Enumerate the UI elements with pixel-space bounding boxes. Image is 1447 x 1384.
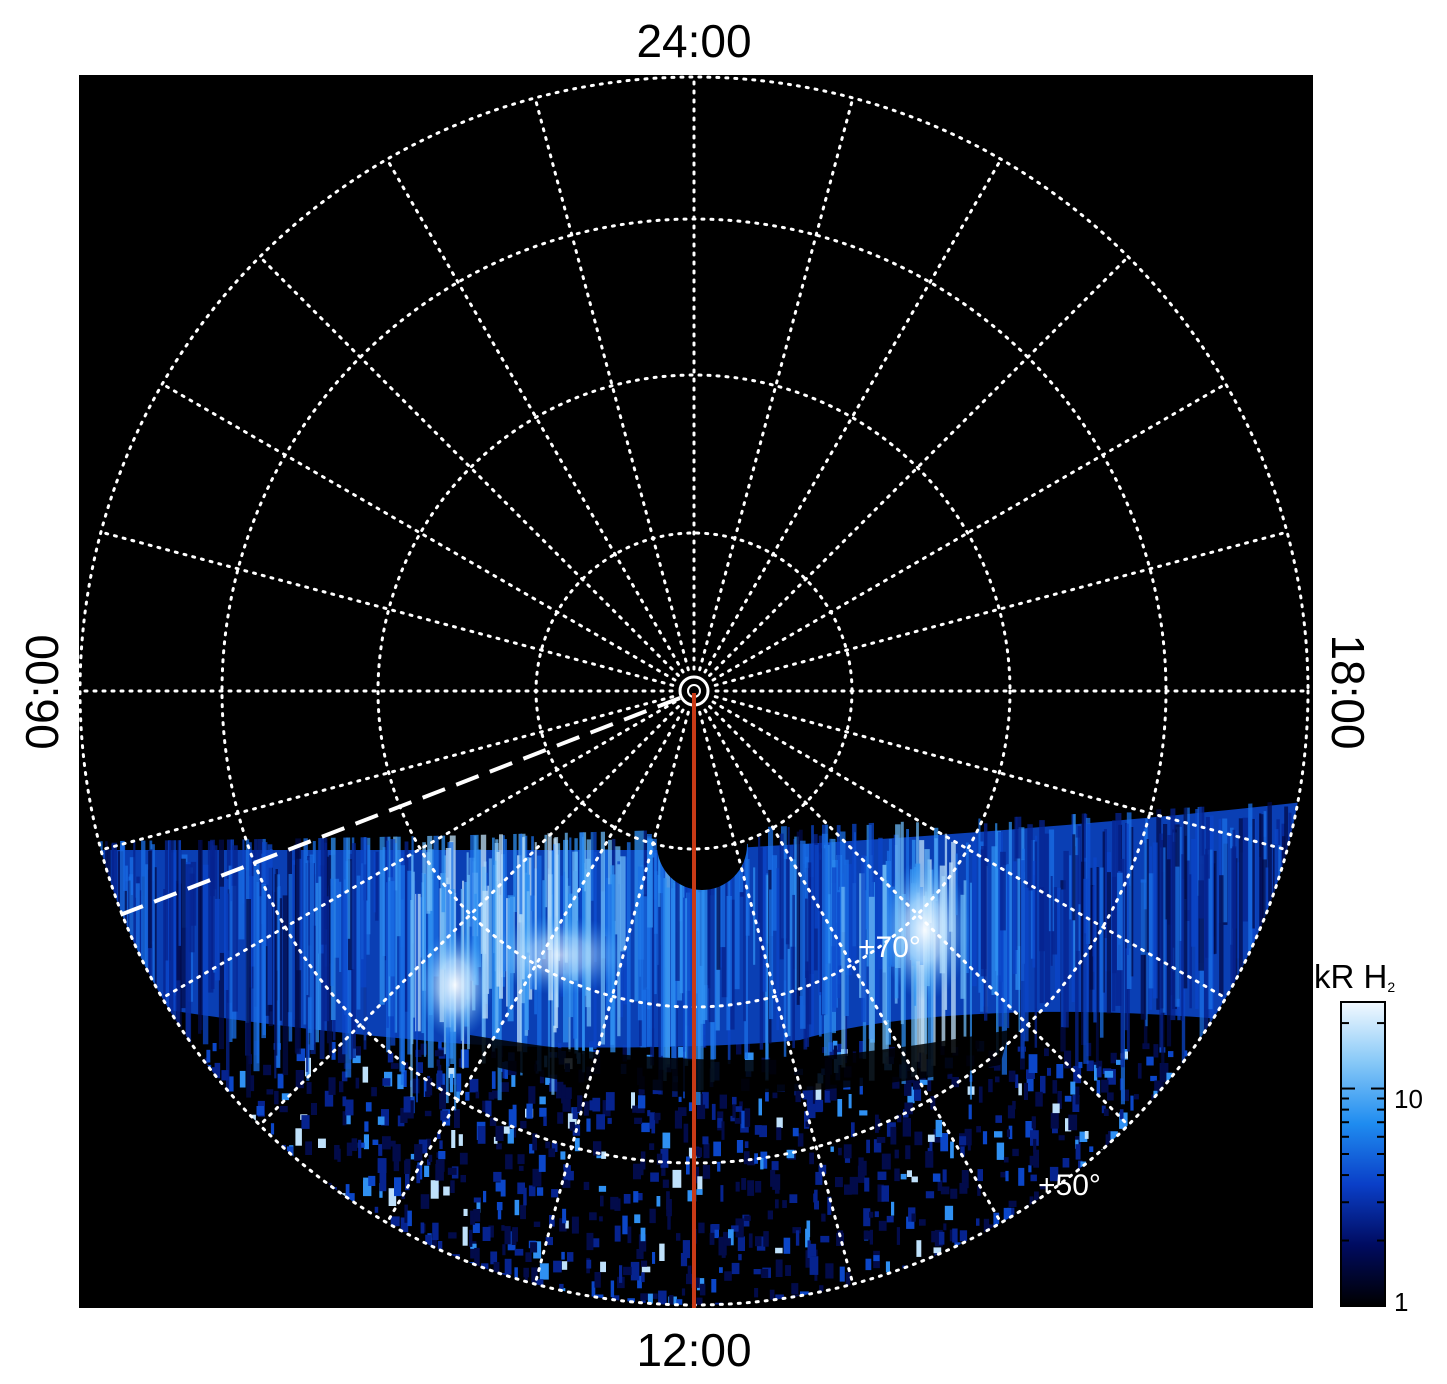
dashed-reference-line	[119, 696, 681, 917]
meridian-line	[713, 695, 1289, 852]
colorbar: kR H2 10 1	[1314, 958, 1423, 1317]
meridian-line	[698, 96, 855, 672]
meridian-line	[711, 700, 1228, 1000]
colorbar-ticks	[1341, 1022, 1385, 1307]
bright-spot-dusk	[880, 860, 970, 1000]
meridian-line	[258, 255, 680, 677]
local-time-label-left: 06:00	[16, 634, 68, 749]
meridian-line	[703, 708, 1003, 1225]
local-time-label-right: 18:00	[1322, 634, 1374, 749]
colorbar-tick-label-10: 10	[1394, 1084, 1423, 1114]
bright-spot-dawn	[417, 930, 493, 1040]
meridian-line	[385, 157, 685, 674]
meridian-line	[708, 705, 1130, 1127]
meridian-line	[99, 695, 675, 852]
colorbar-title: kR H2	[1314, 958, 1395, 995]
meridian-line	[708, 255, 1130, 677]
latitude-label-50: +50°	[1038, 1169, 1101, 1202]
meridian-line	[385, 708, 685, 1225]
local-time-label-bottom: 12:00	[636, 1324, 751, 1376]
meridian-line	[713, 530, 1289, 687]
local-time-label-top: 24:00	[636, 15, 751, 67]
meridian-line	[711, 382, 1228, 682]
colorbar-tick-label-1: 1	[1394, 1287, 1408, 1317]
meridian-line	[703, 157, 1003, 674]
meridian-line	[160, 382, 677, 682]
meridian-line	[533, 96, 690, 672]
meridian-line	[698, 710, 855, 1286]
meridian-line	[99, 530, 675, 687]
dark-gap	[470, 1030, 1010, 1093]
meridian-line	[160, 700, 677, 1000]
meridian-line	[533, 710, 690, 1286]
polar-cap-dark-region	[657, 800, 747, 890]
meridian-line	[258, 705, 680, 1127]
bright-arc-center	[490, 915, 630, 995]
latitude-label-70: +70°	[858, 931, 921, 964]
